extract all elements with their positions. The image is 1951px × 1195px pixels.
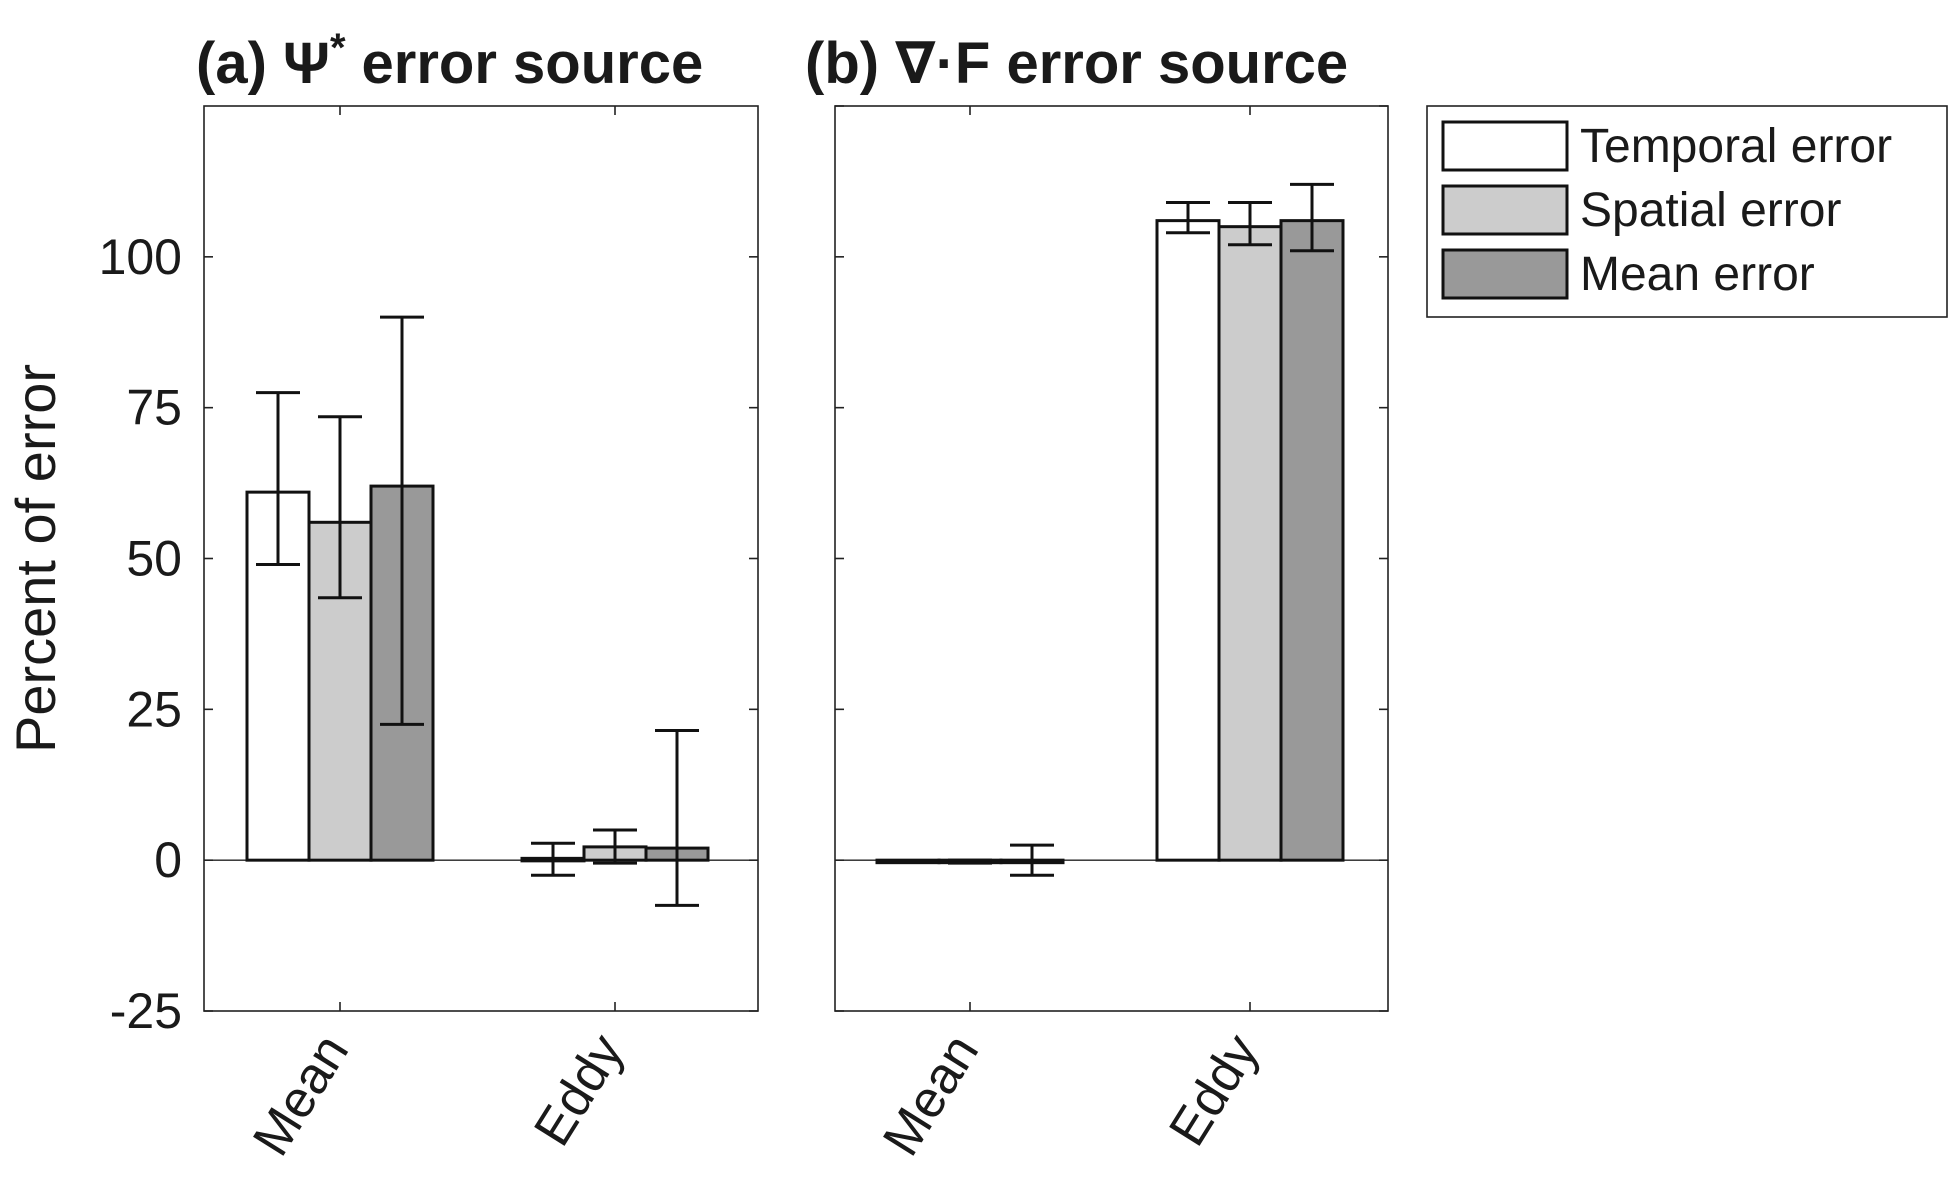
- y-tick-label: 100: [99, 229, 182, 285]
- legend-entry: Mean error: [1580, 248, 1815, 301]
- category-label: Eddy: [523, 1025, 635, 1156]
- category-label: Mean: [242, 1025, 360, 1166]
- category-label: Mean: [872, 1025, 990, 1166]
- legend-swatch: [1441, 248, 1569, 300]
- legend-entry: Temporal error: [1580, 120, 1892, 173]
- legend-entry: Spatial error: [1580, 184, 1841, 237]
- y-tick-label: 25: [126, 681, 182, 737]
- y-tick-label: 50: [126, 531, 182, 587]
- legend-swatch: [1441, 184, 1569, 236]
- legend-swatch: [1441, 120, 1569, 172]
- legend: Temporal error Spatial error Mean error: [1426, 105, 1948, 318]
- panel-title: (b) ∇·F error source: [805, 31, 1348, 96]
- y-tick-label: -25: [110, 983, 182, 1039]
- y-tick-label: 0: [154, 832, 182, 888]
- y-tick-label: 75: [126, 380, 182, 436]
- panel-a: (a) Ψ* error source -25 0 25 50 75 100 Mean Eddy P…: [4, 26, 759, 1166]
- panel-b: (b) ∇·F error source Mean Eddy: [805, 31, 1389, 1166]
- bar: [1279, 219, 1345, 862]
- y-axis-label: Percent of error: [4, 364, 67, 753]
- bar: [875, 858, 941, 865]
- bar: [1217, 225, 1283, 862]
- bar: [1155, 219, 1221, 862]
- category-label: Eddy: [1158, 1025, 1270, 1156]
- panel-title: (a) Ψ* error source: [196, 26, 703, 96]
